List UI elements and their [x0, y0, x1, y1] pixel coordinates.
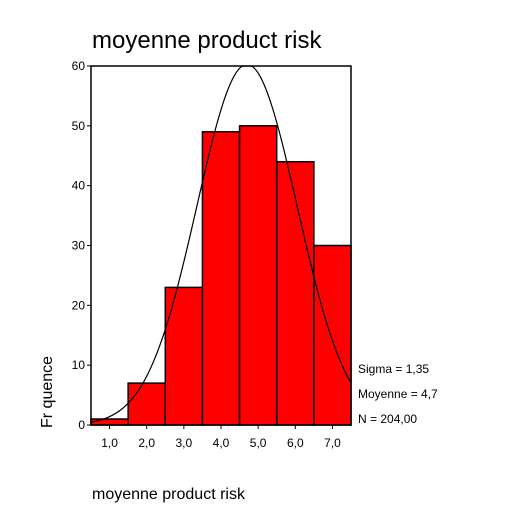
- chart-title: moyenne product risk: [92, 27, 322, 54]
- histogram-bar: [313, 244, 352, 426]
- y-axis-label: Fr quence: [39, 356, 56, 428]
- y-tick-label: 50: [72, 119, 86, 133]
- x-tick-label: 3,0: [176, 436, 193, 450]
- normal-curve: [90, 65, 352, 423]
- x-axis-label: moyenne product risk: [92, 486, 246, 503]
- bars-group: [90, 125, 352, 426]
- x-tick-label: 7,0: [324, 436, 341, 450]
- x-tick-label: 6,0: [287, 436, 304, 450]
- histogram-bar: [127, 382, 167, 426]
- y-axis: 0 10 20 30 40 50 60: [72, 59, 91, 432]
- x-tick-label: 1,0: [101, 436, 118, 450]
- x-tick-label: 2,0: [138, 436, 155, 450]
- histogram-bar: [275, 160, 315, 426]
- x-tick-label: 4,0: [213, 436, 230, 450]
- y-tick-label: 30: [72, 239, 86, 253]
- stat-n: N = 204,00: [358, 412, 417, 426]
- stat-sigma: Sigma = 1,35: [358, 362, 429, 376]
- histogram-bar: [90, 418, 129, 426]
- stat-moyenne: Moyenne = 4,7: [358, 387, 438, 401]
- histogram-bar: [164, 286, 204, 426]
- histogram-bar: [238, 125, 278, 426]
- y-tick-label: 60: [72, 59, 86, 73]
- x-axis: 1,0 2,0 3,0 4,0 5,0 6,0 7,0: [101, 425, 341, 450]
- y-tick-label: 40: [72, 179, 86, 193]
- y-tick-label: 0: [78, 418, 85, 432]
- histogram-bar: [201, 131, 241, 426]
- y-tick-label: 20: [72, 298, 86, 312]
- x-tick-label: 5,0: [250, 436, 267, 450]
- y-tick-label: 10: [72, 358, 86, 372]
